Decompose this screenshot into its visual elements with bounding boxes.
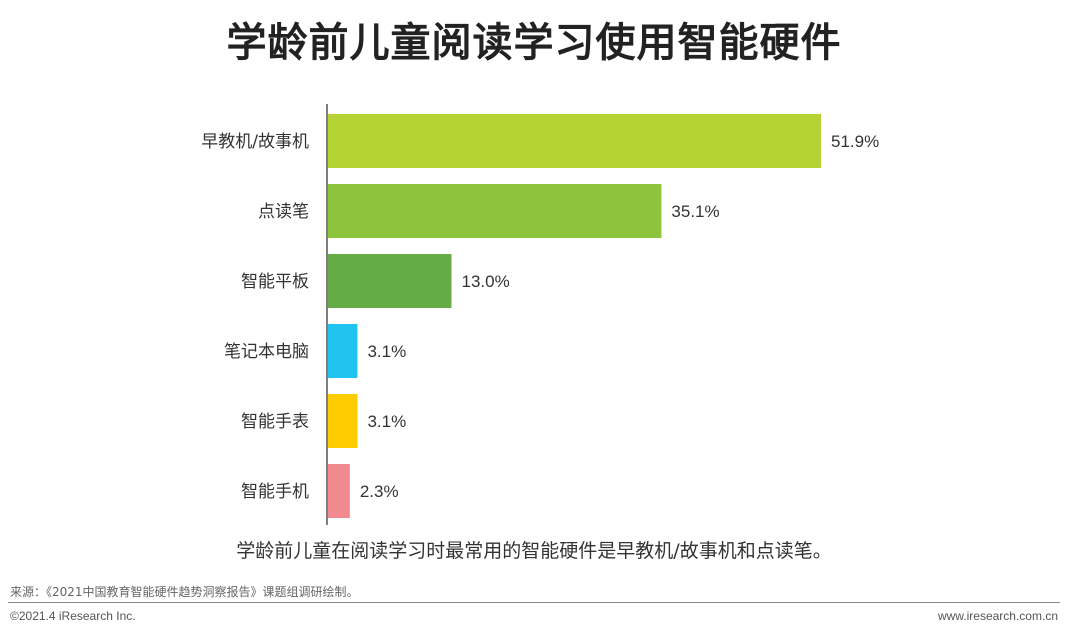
value-label: 35.1% xyxy=(671,202,719,221)
category-label: 智能手机 xyxy=(241,482,309,502)
value-label: 3.1% xyxy=(367,342,406,361)
bars-layer xyxy=(328,114,821,518)
bar xyxy=(328,464,350,518)
category-label: 智能手表 xyxy=(241,412,309,432)
source-text: 来源：《2021中国教育智能硬件趋势洞察报告》课题组调研绘制。 xyxy=(10,585,359,599)
copyright-text: ©2021.4 iResearch Inc. xyxy=(10,609,136,623)
value-label: 3.1% xyxy=(367,412,406,431)
bar xyxy=(328,254,452,308)
chart-title: 学龄前儿童阅读学习使用智能硬件 xyxy=(226,20,842,66)
category-label: 点读笔 xyxy=(258,202,309,222)
category-label: 智能平板 xyxy=(241,272,309,292)
bar xyxy=(328,394,358,448)
bar xyxy=(328,114,821,168)
footer-divider xyxy=(8,602,1060,603)
bar xyxy=(328,324,358,378)
value-label: 13.0% xyxy=(461,272,509,291)
website-link[interactable]: www.iresearch.com.cn xyxy=(937,609,1058,623)
value-label: 51.9% xyxy=(831,132,879,151)
category-label: 早教机/故事机 xyxy=(201,132,309,152)
value-label: 2.3% xyxy=(360,482,399,501)
labels-layer: 早教机/故事机 51.9% 点读笔 35.1% 智能平板 13.0% 笔记本电脑 3.1% 智能… xyxy=(201,132,879,502)
chart-note: 学龄前儿童在阅读学习时最常用的智能硬件是早教机/故事机和点读笔。 xyxy=(236,540,832,562)
bar xyxy=(328,184,662,238)
category-label: 笔记本电脑 xyxy=(224,342,309,362)
